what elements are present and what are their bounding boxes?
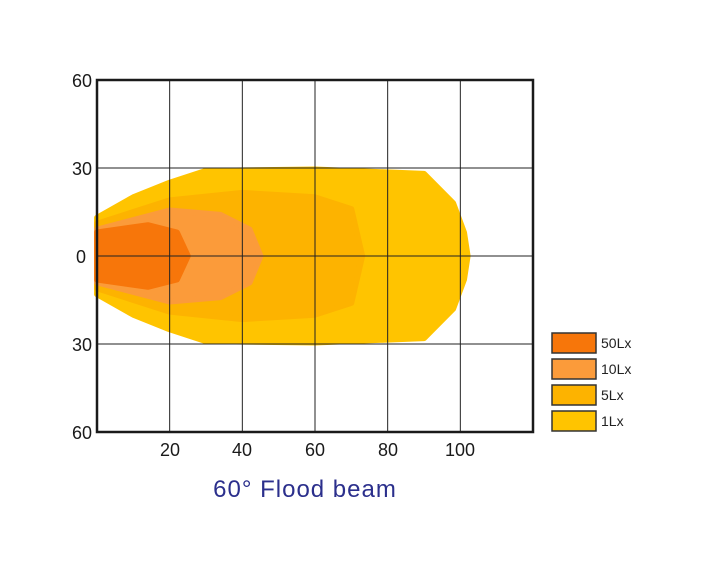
x-axis-tick-labels: 20 40 60 80 100 bbox=[160, 440, 475, 460]
x-tick-label: 80 bbox=[378, 440, 398, 460]
y-tick-label: 0 bbox=[76, 247, 86, 267]
legend-swatch-50lx bbox=[551, 332, 597, 354]
x-tick-label: 100 bbox=[445, 440, 475, 460]
chart-title: 60° Flood beam bbox=[213, 476, 397, 503]
y-axis-tick-labels: 60 30 0 30 60 bbox=[72, 71, 92, 443]
legend-swatch-1lx bbox=[551, 410, 597, 432]
y-tick-label: 30 bbox=[72, 159, 92, 179]
legend-label-10lx: 10Lx bbox=[601, 361, 631, 377]
legend-swatch-5lx bbox=[551, 384, 597, 406]
legend-label-5lx: 5Lx bbox=[601, 387, 624, 403]
legend-swatch-10lx bbox=[551, 358, 597, 380]
legend: 50Lx 10Lx 5Lx 1Lx bbox=[551, 332, 631, 432]
x-tick-label: 40 bbox=[232, 440, 252, 460]
legend-label-50lx: 50Lx bbox=[601, 335, 631, 351]
plot-frame bbox=[95, 78, 535, 434]
x-tick-label: 20 bbox=[160, 440, 180, 460]
x-tick-label: 60 bbox=[305, 440, 325, 460]
y-tick-label: 30 bbox=[72, 335, 92, 355]
y-tick-label: 60 bbox=[72, 71, 92, 91]
grid-lines bbox=[97, 80, 533, 432]
y-tick-label: 60 bbox=[72, 423, 92, 443]
legend-label-1lx: 1Lx bbox=[601, 413, 624, 429]
